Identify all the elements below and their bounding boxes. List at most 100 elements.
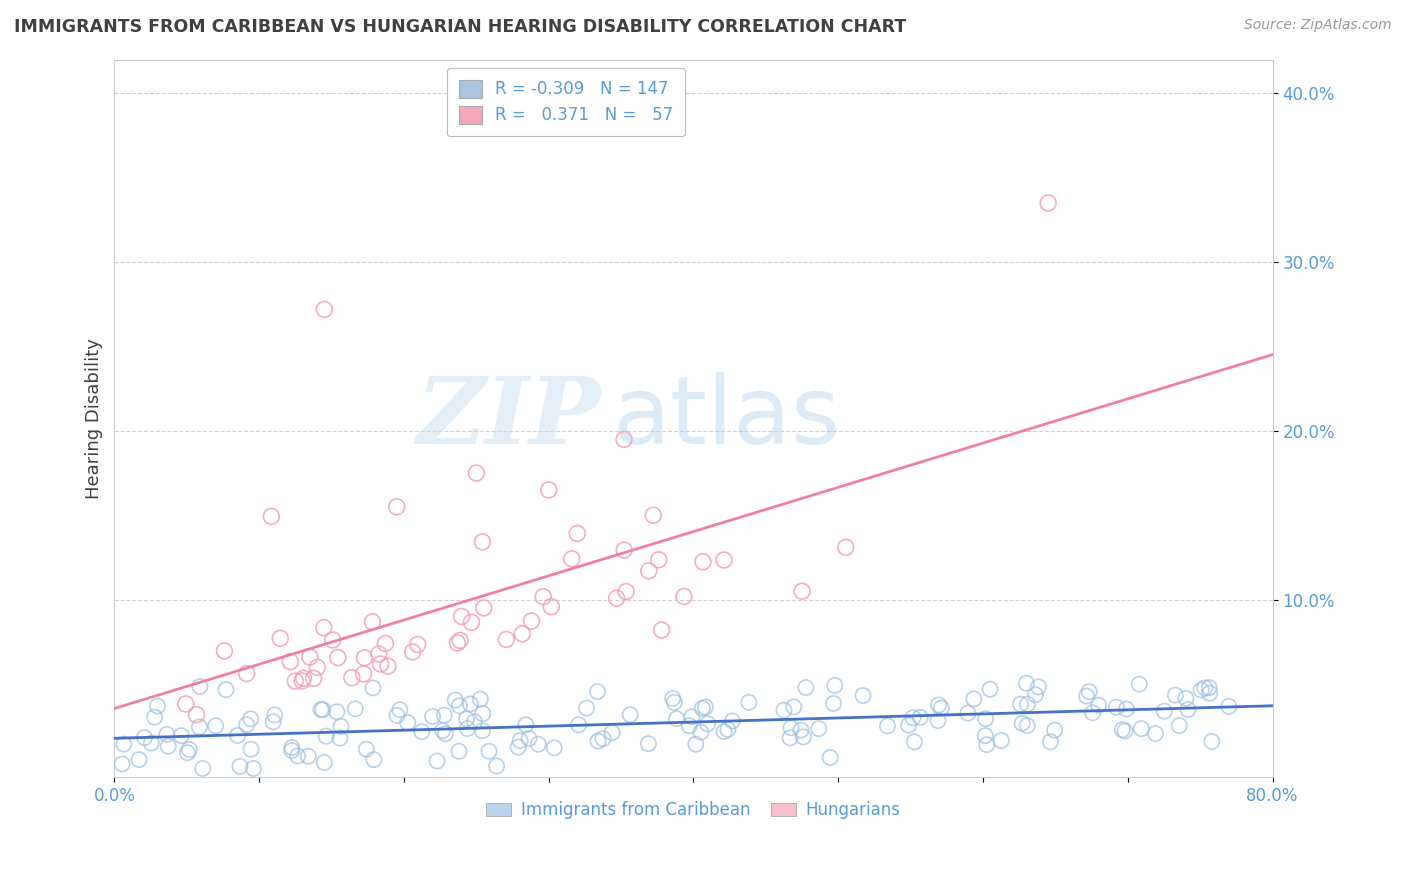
Text: atlas: atlas: [613, 372, 841, 464]
Point: [783, 700, 806, 714]
Point: [235, 717, 257, 731]
Point: [449, 633, 471, 648]
Point: [128, 753, 150, 767]
Point: [1130, 722, 1153, 736]
Point: [214, 644, 236, 658]
Point: [179, 742, 201, 756]
Point: [963, 692, 986, 706]
Point: [1015, 676, 1038, 690]
Point: [1105, 700, 1128, 714]
Point: [157, 739, 180, 754]
Point: [170, 729, 193, 743]
Point: [773, 703, 796, 717]
Point: [540, 599, 562, 614]
Point: [242, 761, 264, 775]
Point: [215, 682, 238, 697]
Point: [235, 666, 257, 681]
Point: [690, 725, 713, 739]
Point: [1017, 697, 1039, 711]
Point: [281, 740, 304, 755]
Point: [370, 657, 392, 671]
Point: [432, 723, 454, 738]
Point: [1039, 735, 1062, 749]
Point: [406, 637, 429, 651]
Point: [433, 708, 456, 723]
Point: [520, 614, 543, 628]
Point: [779, 731, 801, 745]
Point: [229, 759, 252, 773]
Point: [717, 723, 740, 737]
Point: [262, 714, 284, 729]
Point: [790, 723, 813, 738]
Point: [586, 684, 609, 698]
Point: [1128, 677, 1150, 691]
Text: Source: ZipAtlas.com: Source: ZipAtlas.com: [1244, 18, 1392, 32]
Point: [298, 650, 321, 665]
Point: [835, 541, 858, 555]
Point: [315, 729, 337, 743]
Point: [377, 659, 399, 673]
Point: [385, 708, 408, 723]
Point: [287, 749, 309, 764]
Point: [226, 729, 249, 743]
Point: [411, 724, 433, 739]
Point: [1010, 697, 1032, 711]
Point: [329, 731, 352, 745]
Point: [447, 744, 470, 758]
Point: [156, 727, 179, 741]
Point: [976, 738, 998, 752]
Point: [613, 433, 636, 447]
Point: [465, 466, 488, 480]
Point: [1076, 689, 1098, 703]
Point: [956, 706, 979, 721]
Point: [141, 736, 163, 750]
Point: [515, 718, 537, 732]
Point: [592, 731, 614, 746]
Point: [471, 706, 494, 721]
Point: [1201, 734, 1223, 748]
Point: [531, 590, 554, 604]
Point: [637, 564, 659, 578]
Point: [1144, 726, 1167, 740]
Point: [651, 623, 673, 637]
Point: [470, 692, 492, 706]
Point: [606, 591, 628, 606]
Point: [637, 737, 659, 751]
Point: [619, 707, 641, 722]
Point: [527, 737, 550, 751]
Point: [897, 718, 920, 732]
Point: [309, 702, 332, 716]
Point: [297, 749, 319, 764]
Point: [928, 698, 950, 712]
Point: [561, 551, 583, 566]
Point: [361, 615, 384, 629]
Point: [361, 681, 384, 695]
Point: [471, 723, 494, 738]
Point: [356, 742, 378, 756]
Point: [792, 730, 814, 744]
Point: [567, 526, 589, 541]
Point: [1177, 702, 1199, 716]
Point: [509, 733, 531, 747]
Point: [1194, 681, 1216, 695]
Point: [302, 671, 325, 685]
Legend: Immigrants from Caribbean, Hungarians: Immigrants from Caribbean, Hungarians: [479, 795, 907, 826]
Point: [471, 534, 494, 549]
Point: [665, 712, 688, 726]
Point: [330, 719, 353, 733]
Point: [460, 615, 482, 630]
Point: [269, 632, 291, 646]
Point: [1081, 706, 1104, 720]
Point: [444, 693, 467, 707]
Point: [508, 740, 530, 755]
Point: [1036, 196, 1059, 211]
Point: [613, 543, 636, 558]
Point: [852, 689, 875, 703]
Point: [517, 731, 540, 746]
Point: [543, 740, 565, 755]
Point: [344, 702, 367, 716]
Point: [600, 725, 623, 739]
Point: [672, 590, 695, 604]
Point: [396, 715, 419, 730]
Point: [974, 729, 997, 743]
